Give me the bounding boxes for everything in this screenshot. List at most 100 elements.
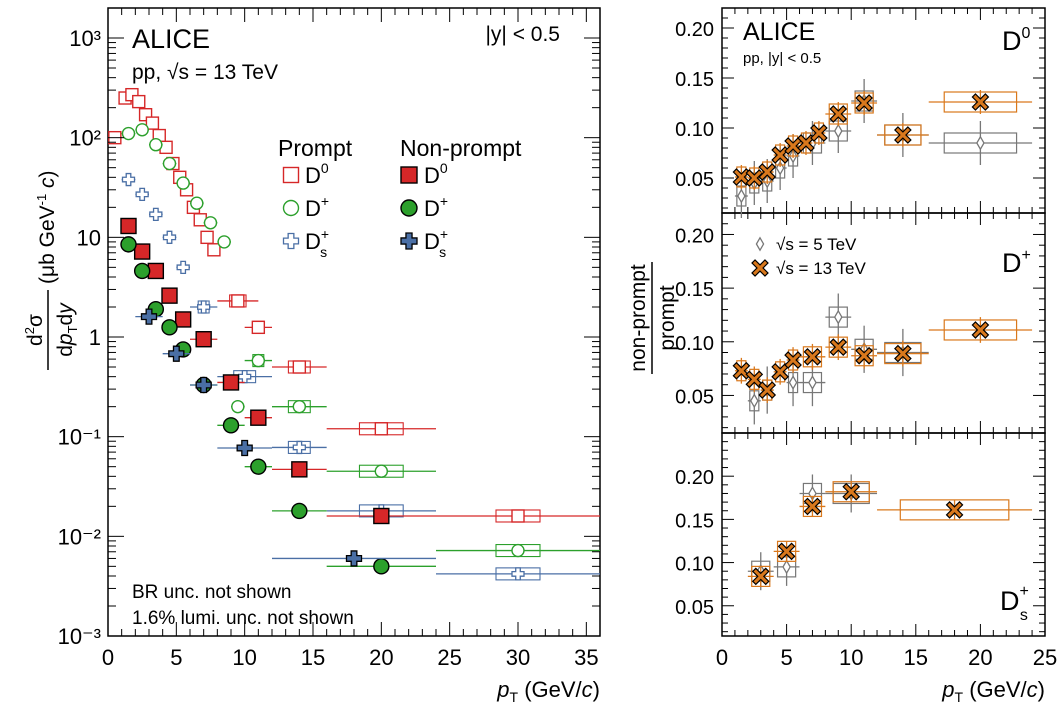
data-point xyxy=(250,458,267,475)
data-point xyxy=(195,376,212,394)
legend-sup: 0 xyxy=(321,160,329,176)
ratio-series-2-1 xyxy=(747,481,1033,587)
panel-ds-frame xyxy=(721,432,1046,637)
data-point xyxy=(291,502,308,520)
data-point xyxy=(236,439,253,457)
syst-box xyxy=(800,132,812,154)
data-point xyxy=(829,105,848,123)
left-title: ALICE xyxy=(132,24,210,54)
data-point xyxy=(292,360,307,374)
legend-sup: 0 xyxy=(440,160,448,176)
x-tick-label: 15 xyxy=(301,645,325,670)
data-point xyxy=(511,543,525,558)
note-br: BR unc. not shown xyxy=(132,582,291,603)
syst-box xyxy=(943,132,1018,154)
syst-box xyxy=(802,495,823,518)
y-tick-label: 0.10 xyxy=(675,554,714,576)
data-point xyxy=(808,375,817,391)
y-tick-label: 0.10 xyxy=(675,333,714,355)
data-point xyxy=(373,507,390,525)
data-point xyxy=(161,319,178,336)
syst-box xyxy=(775,144,786,166)
data-point xyxy=(147,262,165,280)
legend-sup: + xyxy=(440,193,448,209)
data-point xyxy=(135,123,149,137)
data-point xyxy=(758,163,777,181)
data-point xyxy=(855,94,873,112)
x-tick-label: 10 xyxy=(232,645,256,670)
legend-label: √s = 5 TeV xyxy=(776,235,857,254)
data-point xyxy=(833,123,843,139)
y-tick-label: 10² xyxy=(69,126,101,151)
legend-marker xyxy=(282,199,300,217)
data-point xyxy=(788,375,798,391)
legend-label: √s = 13 TeV xyxy=(776,259,866,278)
data-point xyxy=(161,287,178,304)
syst-box xyxy=(884,342,922,365)
y-tick-label: 0.05 xyxy=(675,169,714,191)
y-tick-label: 1 xyxy=(89,325,101,350)
data-point xyxy=(345,550,363,567)
data-point xyxy=(745,370,764,389)
syst-box xyxy=(943,319,1018,341)
svg-text:(μb GeV-1 c): (μb GeV-1 c) xyxy=(34,170,59,284)
syst-box xyxy=(787,135,799,157)
data-point xyxy=(203,216,218,230)
syst-box xyxy=(762,161,773,183)
ratio-series-1-1 xyxy=(732,317,1033,403)
data-point xyxy=(133,243,151,260)
legend-label: D+ s xyxy=(305,226,329,260)
right-subtitle: pp, |y| < 0.5 xyxy=(743,50,821,67)
data-point xyxy=(197,300,211,314)
left-chart-marks xyxy=(108,87,600,581)
syst-box xyxy=(828,103,848,125)
x-tick-label: 30 xyxy=(506,645,530,670)
syst-box xyxy=(828,336,848,358)
syst-box xyxy=(802,371,823,394)
data-point xyxy=(374,464,389,478)
data-point xyxy=(132,94,146,109)
y-tick-label: 10³ xyxy=(69,26,101,51)
data-point xyxy=(511,509,525,523)
left-subtitle: pp, √s = 13 TeV xyxy=(132,61,278,84)
x-tick-label: 10 xyxy=(839,645,863,670)
data-point xyxy=(855,346,873,365)
y-tick-label: 0.20 xyxy=(675,467,714,489)
syst-box xyxy=(736,360,747,382)
data-point xyxy=(971,321,990,339)
legend-marker xyxy=(755,236,765,252)
left-axes: 0 5 10 15 20 25 30 35 10⁻³ 10⁻² 10⁻¹ 1 10 10² 10³ xyxy=(58,7,601,670)
series-Ds+-prompt xyxy=(121,172,600,581)
data-point xyxy=(174,311,192,328)
legend-marker xyxy=(751,259,769,277)
data-point xyxy=(120,236,137,253)
data-point xyxy=(251,353,266,368)
data-point xyxy=(222,417,240,434)
syst-box xyxy=(899,499,1010,521)
data-point xyxy=(292,399,307,414)
data-point xyxy=(140,308,158,325)
right-x-axis-label: pT (GeV/c) xyxy=(941,677,1045,705)
data-point xyxy=(751,567,770,586)
data-point xyxy=(120,217,137,235)
x-tick-label: 0 xyxy=(716,645,728,670)
data-point xyxy=(251,320,266,335)
legend-label: D0 xyxy=(424,160,448,188)
data-point xyxy=(758,381,777,399)
data-point xyxy=(784,351,802,369)
syst-box xyxy=(802,346,823,368)
data-point xyxy=(135,187,149,201)
right-y-axis-label: non-prompt prompt xyxy=(627,262,679,374)
data-point xyxy=(162,156,177,171)
left-y-axis-label: d2σ dpTdy (μb GeV-1 c) xyxy=(22,170,80,370)
legend-label: D+ xyxy=(305,193,329,221)
y-tick-label: 10⁻¹ xyxy=(58,425,101,450)
x-tick-label: 25 xyxy=(437,645,461,670)
data-point xyxy=(200,230,214,245)
x-tick-label: 15 xyxy=(904,645,928,670)
data-point xyxy=(133,262,151,280)
data-point xyxy=(945,501,964,519)
data-point xyxy=(195,331,212,348)
syst-box xyxy=(884,124,922,146)
